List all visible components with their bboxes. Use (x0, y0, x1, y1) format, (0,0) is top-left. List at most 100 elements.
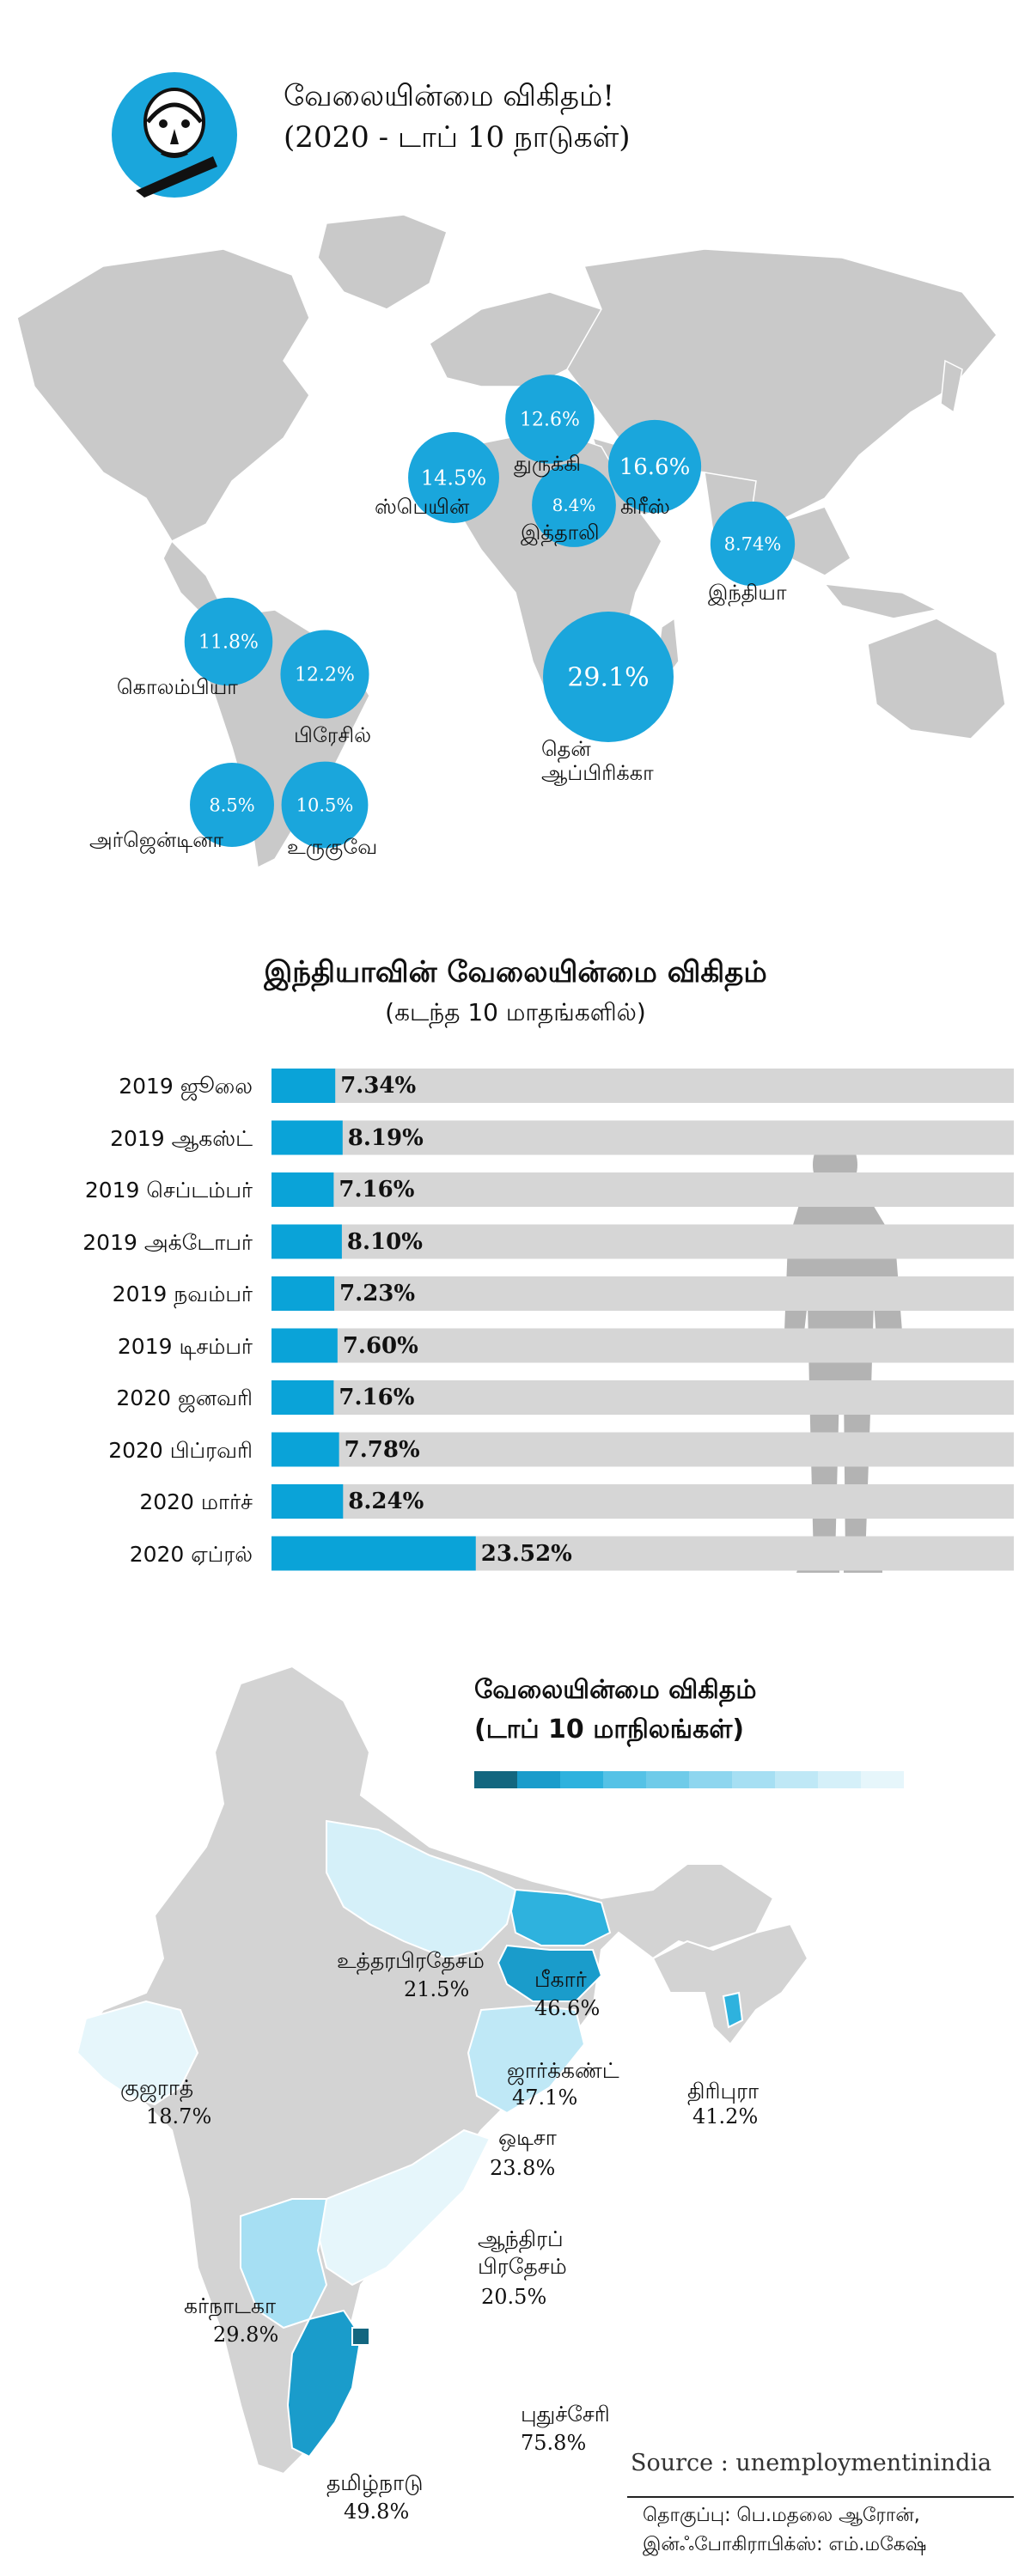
state-value-8: 20.5% (481, 2285, 547, 2309)
bubble-country-3: துருக்கி (514, 452, 582, 476)
state-label-4: திரிபுரா (687, 2079, 760, 2104)
bubble-value-4: 12.2% (295, 665, 355, 686)
bar-track-1 (271, 1120, 1014, 1155)
bar-4 (271, 1276, 335, 1311)
map-title-line2: (2020 - டாப் 10 நாடுகள்) (284, 120, 631, 155)
bar-2 (271, 1172, 334, 1207)
bar-track-6 (271, 1380, 1014, 1415)
india-map (76, 1665, 809, 2476)
bar-3 (271, 1224, 342, 1259)
bar-category-1: 2019 ஆகஸ்ட் (110, 1125, 253, 1151)
map-title-line1: வேலையின்மை விகிதம்! (284, 79, 614, 113)
state-value-2: 47.1% (512, 2086, 578, 2110)
bar-6 (271, 1380, 334, 1415)
bar-category-5: 2019 டிசம்பர் (117, 1333, 253, 1359)
bubble-5 (184, 597, 273, 686)
legend-swatch-2 (560, 1771, 603, 1788)
bubble-country-5: கொலம்பியா (117, 675, 238, 699)
bar-track-7 (271, 1432, 1014, 1467)
state-label-1: தமிழ்நாடு (326, 2470, 424, 2495)
bubble-country-0-line1: தென் (541, 737, 591, 761)
bar-track-4 (271, 1276, 1014, 1311)
bubble-1 (607, 419, 702, 514)
bubble-2 (408, 432, 499, 523)
bubble-value-6: 10.5% (296, 795, 354, 815)
credits-divider (627, 2496, 1014, 2498)
state-label-7: உத்தரபிரதேசம் (337, 1948, 485, 1973)
bubble-value-0: 29.1% (567, 663, 649, 693)
legend-swatch-4 (646, 1771, 689, 1788)
state-label-5: கர்நாடகா (184, 2293, 277, 2318)
legend-swatch-8 (818, 1771, 861, 1788)
bar-value-7: 7.78% (344, 1436, 420, 1463)
bubble-country-0-line2: ஆப்பிரிக்கா (541, 761, 654, 785)
bar-category-4: 2019 நவம்பர் (112, 1282, 253, 1306)
bar-7 (271, 1432, 339, 1467)
bubble-value-1: 16.6% (619, 454, 691, 480)
bar-0 (271, 1069, 336, 1103)
state-value-6: 23.8% (490, 2156, 556, 2180)
india-map-subtitle: (டாப் 10 மாநிலங்கள்) (474, 1714, 745, 1745)
bar-category-7: 2020 பிப்ரவரி (108, 1437, 253, 1463)
bar-track-0 (271, 1069, 1014, 1103)
bubble-9 (532, 463, 616, 547)
bar-value-6: 7.16% (339, 1385, 415, 1410)
world-map (16, 215, 1006, 868)
bar-5 (271, 1328, 338, 1363)
bar-8 (271, 1484, 344, 1519)
credits-line2: இன்ஃபோகிராபிக்ஸ்: எம்.மகேஷ் (643, 2534, 927, 2555)
credits-line1: தொகுப்பு: பெ.மதலை ஆரோன், (643, 2505, 920, 2526)
bubble-country-9: இத்தாலி (521, 521, 600, 545)
bubble-value-2: 14.5% (421, 466, 486, 490)
bubble-value-5: 11.8% (198, 632, 259, 654)
india-map-title: வேலையின்மை விகிதம் (474, 1675, 757, 1705)
bar-value-4: 7.23% (339, 1281, 416, 1306)
bubble-country-8: அர்ஜென்டினா (89, 828, 224, 852)
map-title: வேலையின்மை விகிதம்! (2020 - டாப் 10 நாடு… (284, 76, 631, 158)
legend-swatch-3 (603, 1771, 646, 1788)
bar-track-5 (271, 1328, 1014, 1363)
state-value-3: 46.6% (534, 1996, 601, 2020)
bubble-value-3: 12.6% (520, 410, 580, 431)
state-label-2: ஜார்க்கண்ட் (507, 2058, 619, 2083)
bubble-country-6: உருகுவே (287, 835, 378, 859)
bar-track-8 (271, 1484, 1014, 1519)
bubble-7 (710, 501, 796, 587)
bar-value-1: 8.19% (347, 1124, 424, 1151)
state-value-5: 29.8% (213, 2323, 279, 2347)
bar-9 (271, 1536, 476, 1571)
bubbles-layer: 29.1% 16.6% 14.5% 12.6% 12.2% 11.8% 10.5% 8.74%… (184, 375, 796, 849)
legend-swatch-5 (689, 1771, 732, 1788)
state-label-0: புதுச்சேரி (521, 2402, 610, 2427)
bar-value-5: 7.60% (342, 1332, 418, 1359)
state-label-8-line2: பிரதேசம் (478, 2254, 567, 2279)
bar-category-8: 2020 மார்ச் (139, 1489, 253, 1514)
bar-category-2: 2019 செப்டம்பர் (84, 1178, 253, 1203)
bar-category-0: 2019 ஜூலை (119, 1074, 253, 1099)
bar-chart (271, 1069, 1014, 1571)
bubble-value-8: 8.5% (209, 795, 254, 815)
bubble-value-7: 8.74% (724, 533, 782, 554)
bar-value-8: 8.24% (348, 1489, 424, 1514)
bubble-0 (543, 612, 674, 742)
bar-category-3: 2019 அக்டோபர் (82, 1229, 253, 1255)
logo-avatar (112, 72, 237, 198)
bubble-country-1: கிரீஸ் (620, 495, 670, 519)
legend-swatch-0 (474, 1771, 517, 1788)
state-value-4: 41.2% (692, 2104, 759, 2128)
state-value-7: 21.5% (404, 1977, 470, 2001)
color-legend (474, 1771, 904, 1788)
bar-category-6: 2020 ஜனவரி (116, 1385, 253, 1410)
bar-value-2: 7.16% (339, 1177, 415, 1203)
bar-1 (271, 1120, 343, 1155)
bar-chart-subtitle: (கடந்த 10 மாதங்களில்) (385, 998, 646, 1026)
bubble-country-7: இந்தியா (708, 581, 787, 605)
bubble-8 (190, 763, 274, 847)
bar-track-2 (271, 1172, 1014, 1207)
state-label-8-line1: ஆந்திரப் (478, 2226, 564, 2251)
bubble-value-9: 8.4% (552, 495, 596, 515)
source-note: Source : unemploymentinindia (631, 2450, 992, 2476)
bar-value-3: 8.10% (346, 1228, 423, 1255)
bubble-country-4: பிரேசில் (294, 723, 372, 747)
state-value-9: 18.7% (146, 2104, 212, 2128)
